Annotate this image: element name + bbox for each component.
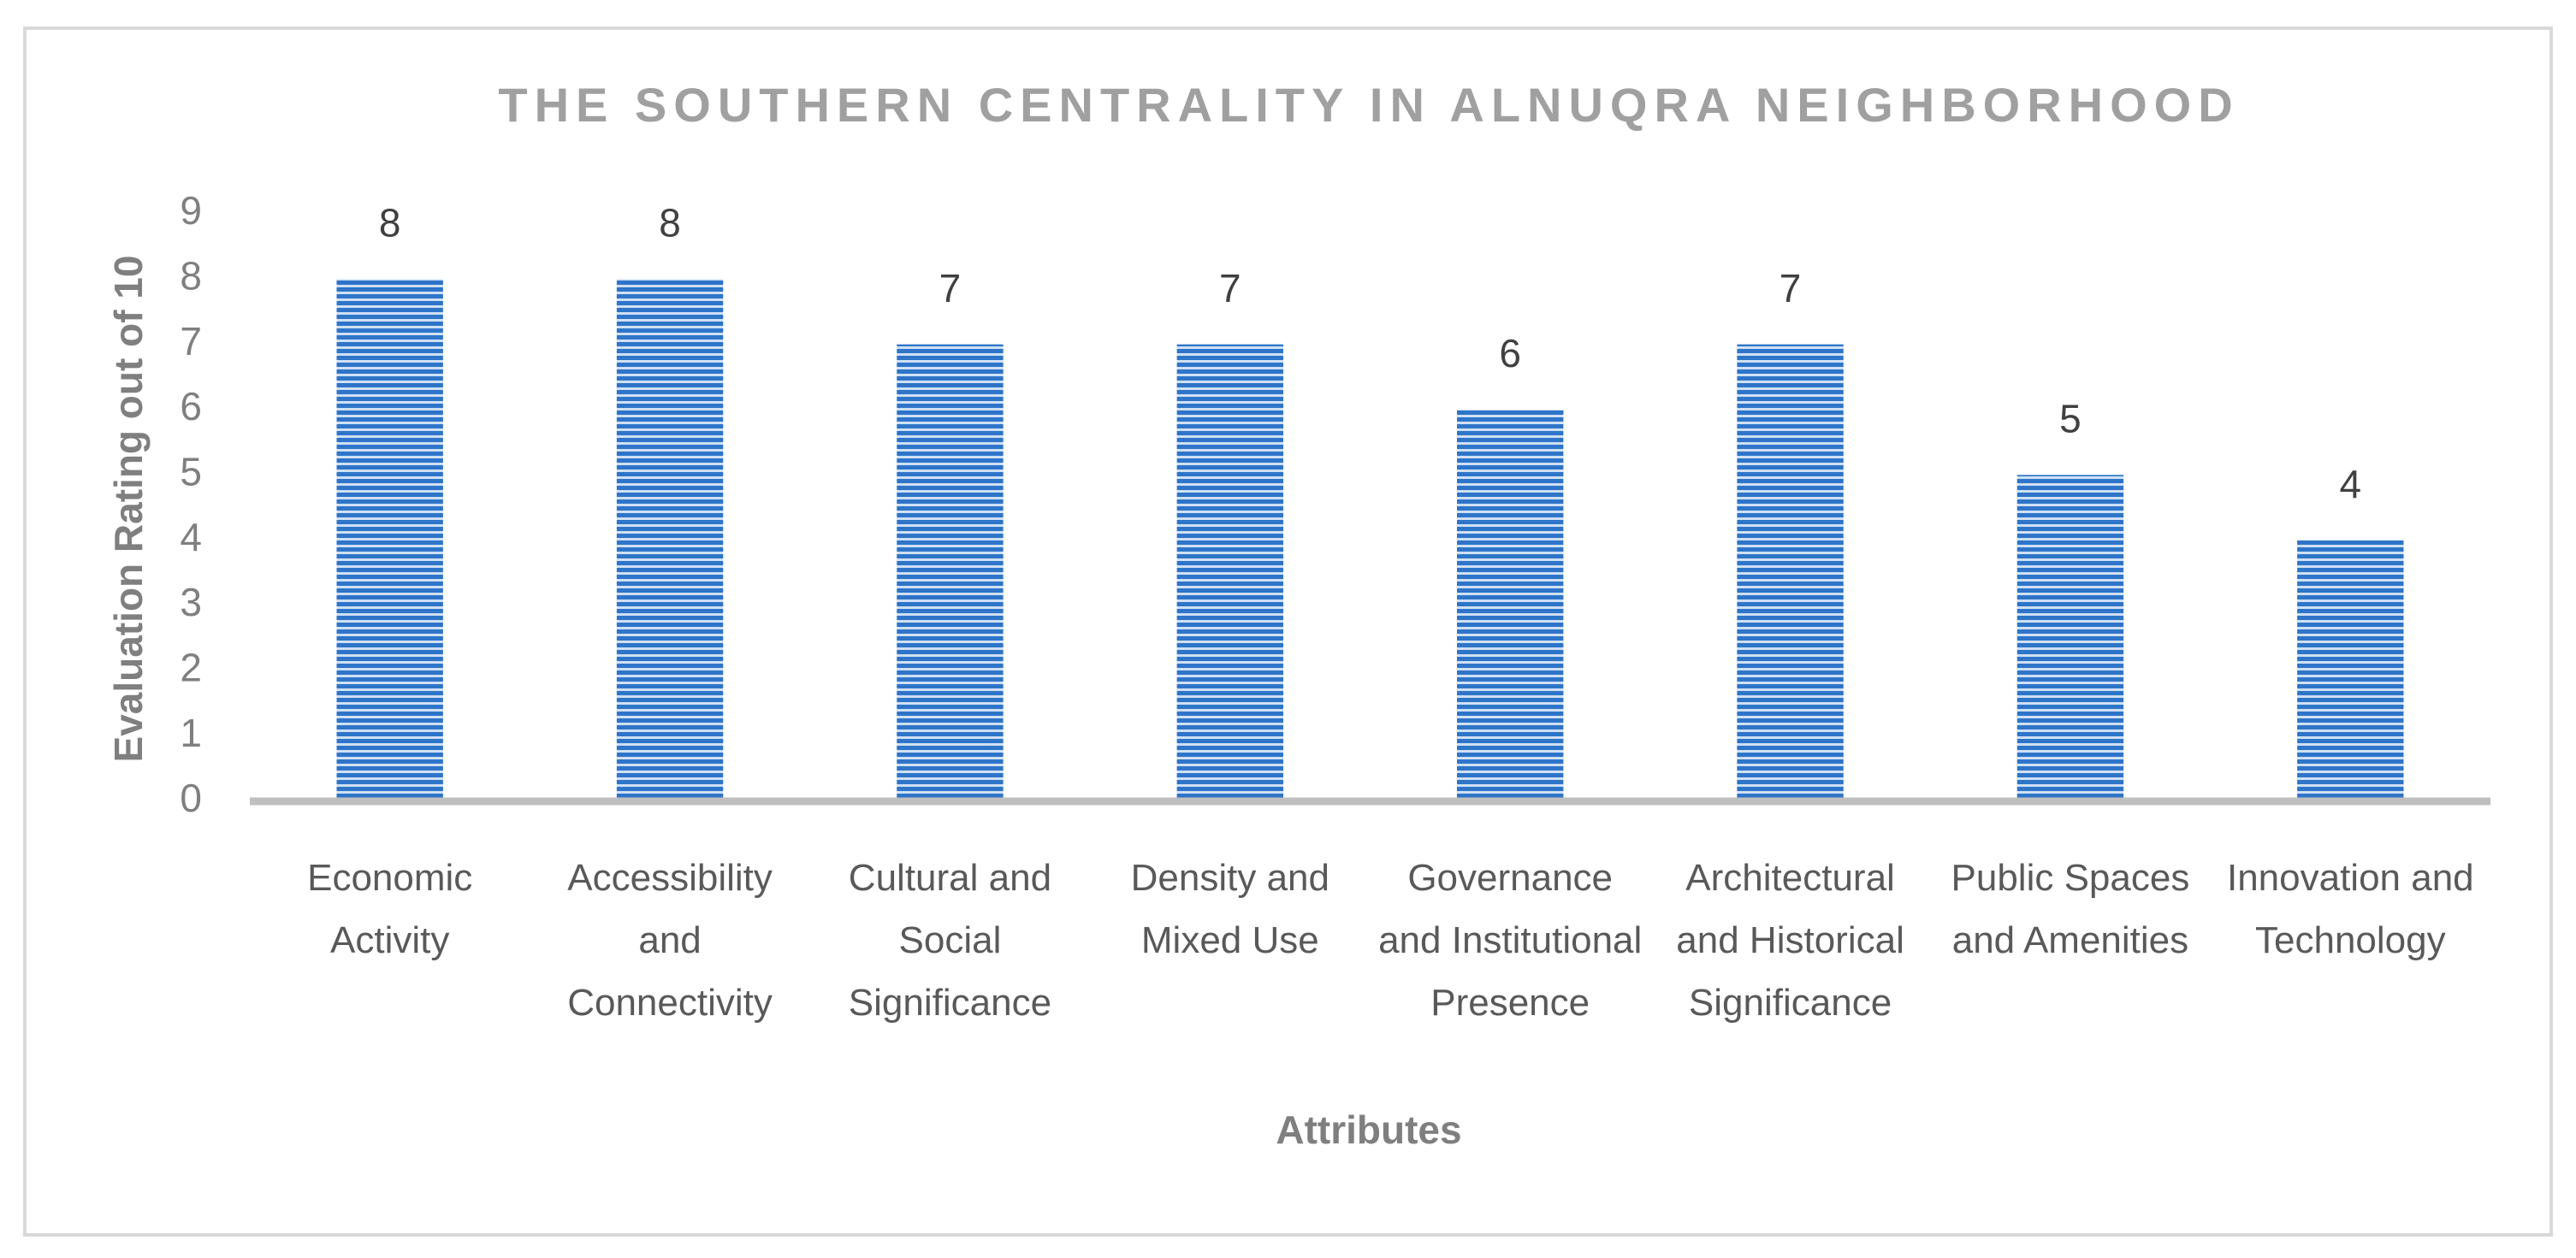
data-label: 7 xyxy=(939,266,962,310)
data-label: 6 xyxy=(1499,331,1521,375)
x-axis-title: Attributes xyxy=(1276,1107,1461,1152)
y-tick-label: 3 xyxy=(180,580,202,624)
x-tick-label: Public Spaces and Amenities xyxy=(1951,857,2190,961)
y-tick-label: 7 xyxy=(180,319,202,363)
y-tick-label: 8 xyxy=(180,253,202,298)
data-label: 4 xyxy=(2340,462,2362,506)
chart-title: THE SOUTHERN CENTRALITY IN ALNUQRA NEIGH… xyxy=(498,78,2239,132)
x-tick-label: Innovation and Technology xyxy=(2226,857,2474,961)
y-tick-label: 2 xyxy=(180,645,202,689)
bar xyxy=(2016,475,2124,801)
y-axis-title: Evaluation Rating out of 10 xyxy=(106,256,151,763)
y-tick-label: 9 xyxy=(180,188,202,233)
data-label: 7 xyxy=(1780,266,1802,310)
x-tick-label: Cultural and Social Significance xyxy=(848,857,1052,1024)
bar xyxy=(897,344,1004,802)
x-tick-label: Architectural and Historical Significanc… xyxy=(1676,857,1904,1024)
x-tick-label: Density and Mixed Use xyxy=(1130,857,1329,961)
x-tick-label: Governance and Institutional Presence xyxy=(1378,857,1643,1024)
y-tick-label: 5 xyxy=(180,449,202,493)
y-tick-label: 0 xyxy=(180,776,202,820)
data-label: 5 xyxy=(2059,396,2082,440)
y-tick-label: 1 xyxy=(180,711,202,755)
x-tick-label: Economic Activity xyxy=(307,857,473,961)
bar xyxy=(336,279,443,801)
y-tick-label: 4 xyxy=(180,515,202,559)
bar xyxy=(1737,344,1844,802)
bar xyxy=(2297,540,2404,801)
bar xyxy=(1176,344,1284,802)
bar xyxy=(616,279,724,801)
y-tick-label: 6 xyxy=(180,384,202,428)
bar xyxy=(1456,410,1564,801)
chart-border xyxy=(23,27,2553,1237)
data-label: 8 xyxy=(659,200,681,245)
data-label: 8 xyxy=(379,200,401,245)
data-label: 7 xyxy=(1219,266,1241,310)
x-tick-label: Accessibility and Connectivity xyxy=(567,857,773,1024)
